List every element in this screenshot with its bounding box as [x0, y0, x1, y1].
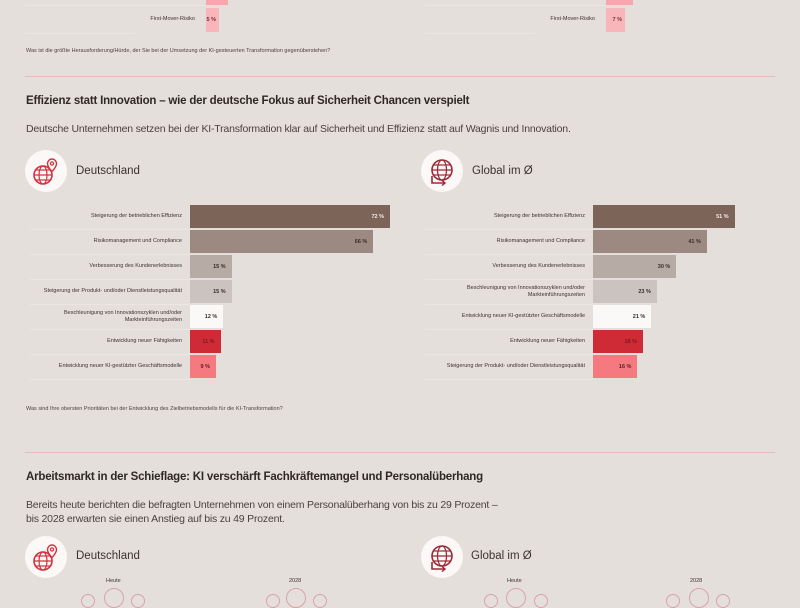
- row-separator: [30, 379, 190, 380]
- bubble: [506, 588, 526, 608]
- bubble: [666, 594, 680, 608]
- row-separator: [30, 254, 190, 255]
- bar: 15 %: [190, 280, 232, 303]
- bar: 12 %: [190, 305, 224, 328]
- row-separator: [30, 279, 190, 280]
- bar-category-label: Risikomanagement und Compliance: [496, 238, 585, 245]
- bar: 66 %: [190, 230, 374, 253]
- section-title-efficiency: Effizienz statt Innovation – wie der deu…: [26, 95, 470, 107]
- label-2028-germany: 2028: [289, 578, 302, 584]
- global-icon-badge: [421, 150, 463, 192]
- bar-category-label: Steigerung der Produkt- und/oder Dienstl…: [446, 363, 585, 370]
- top-left-prev-bar: [206, 0, 228, 5]
- bar-category-label: Verbesserung des Kundenerlebnisses: [89, 263, 182, 270]
- region-label-global-2: Global im Ø: [471, 550, 532, 562]
- region-label-germany: Deutschland: [76, 165, 140, 177]
- globe-arrows-icon: [431, 545, 453, 572]
- globe-pin-icon: [33, 158, 58, 185]
- bar-category-label: Steigerung der betrieblichen Effizienz: [493, 213, 585, 220]
- row-separator: [30, 304, 190, 305]
- bubble: [286, 588, 306, 608]
- bubble: [131, 594, 145, 608]
- label-today-global: Heute: [507, 578, 522, 584]
- bubble: [313, 594, 327, 608]
- bar-category-label: Entwicklung neuer KI-gestützter Geschäft…: [58, 363, 182, 370]
- bar: 23 %: [593, 280, 657, 303]
- section-divider: [25, 452, 775, 453]
- bar: 15 %: [190, 255, 232, 278]
- row-line: [425, 33, 535, 34]
- section-text-line-1: Bereits heute berichten die befragten Un…: [26, 499, 498, 511]
- region-label-germany-2: Deutschland: [76, 550, 140, 562]
- bubble: [104, 588, 124, 608]
- row-separator: [425, 229, 593, 230]
- bar-category-label: Risikomanagement und Compliance: [93, 238, 182, 245]
- row-separator: [425, 304, 593, 305]
- section-title-labor-market: Arbeitsmarkt in der Schieflage: KI versc…: [26, 471, 483, 483]
- bubble: [534, 594, 548, 608]
- germany-icon-badge: [25, 536, 67, 578]
- bar-category-label: Beschleunigung von Innovationszyklen und…: [63, 310, 182, 323]
- row-separator: [425, 354, 593, 355]
- top-right-prev-bar: [606, 0, 633, 5]
- top-left-bar-label: First-Mover-Risiko: [150, 16, 195, 22]
- bar: 51 %: [593, 205, 735, 228]
- bubble: [689, 588, 709, 608]
- row-line: [25, 5, 205, 6]
- global-icon-badge: [421, 536, 463, 578]
- row-separator: [30, 354, 190, 355]
- label-2028-global: 2028: [690, 578, 703, 584]
- question-text-2: Was sind Ihre obersten Prioritäten bei d…: [26, 406, 283, 412]
- globe-arrows-icon: [431, 159, 453, 186]
- bar: 9 %: [190, 355, 216, 378]
- bar: 41 %: [593, 230, 707, 253]
- top-right-bar: 7 %: [606, 8, 625, 32]
- globe-pin-icon: [33, 544, 58, 571]
- row-line: [25, 33, 135, 34]
- row-separator: [30, 229, 190, 230]
- top-left-bar: 5 %: [206, 8, 219, 32]
- bubble: [716, 594, 730, 608]
- bar-category-label: Entwicklung neuer Fähigkeiten: [107, 338, 182, 345]
- row-separator: [425, 379, 593, 380]
- row-separator: [425, 254, 593, 255]
- question-text-1: Was ist die größte Herausforderung/Hürde…: [26, 48, 331, 54]
- top-right-bar-label: First-Mover-Risiko: [550, 16, 595, 22]
- section-divider: [25, 76, 775, 77]
- bar: 72 %: [190, 205, 390, 228]
- bubble: [266, 594, 280, 608]
- bar: 30 %: [593, 255, 677, 278]
- bar-category-label: Entwicklung neuer KI-gestützter Geschäft…: [461, 313, 585, 320]
- label-today-germany: Heute: [106, 578, 121, 584]
- bar-category-label: Verbesserung des Kundenerlebnisses: [492, 263, 585, 270]
- row-separator: [30, 329, 190, 330]
- row-line: [425, 5, 605, 6]
- bar-category-label: Steigerung der Produkt- und/oder Dienstl…: [43, 288, 182, 295]
- bar: 11 %: [190, 330, 221, 353]
- section-text-efficiency: Deutsche Unternehmen setzen bei der KI-T…: [26, 123, 571, 135]
- section-text-line-2: bis 2028 erwarten sie einen Anstieg auf …: [26, 513, 285, 525]
- bar-category-label: Beschleunigung von Innovationszyklen und…: [466, 285, 585, 298]
- bar: 16 %: [593, 355, 638, 378]
- bubble: [484, 594, 498, 608]
- bar-category-label: Entwicklung neuer Fähigkeiten: [510, 338, 585, 345]
- bar-category-label: Steigerung der betrieblichen Effizienz: [90, 213, 182, 220]
- germany-icon-badge: [25, 150, 67, 192]
- bar: 18 %: [593, 330, 643, 353]
- region-label-global: Global im Ø: [472, 165, 533, 177]
- row-separator: [425, 329, 593, 330]
- bar: 21 %: [593, 305, 652, 328]
- row-separator: [425, 279, 593, 280]
- bubble: [81, 594, 95, 608]
